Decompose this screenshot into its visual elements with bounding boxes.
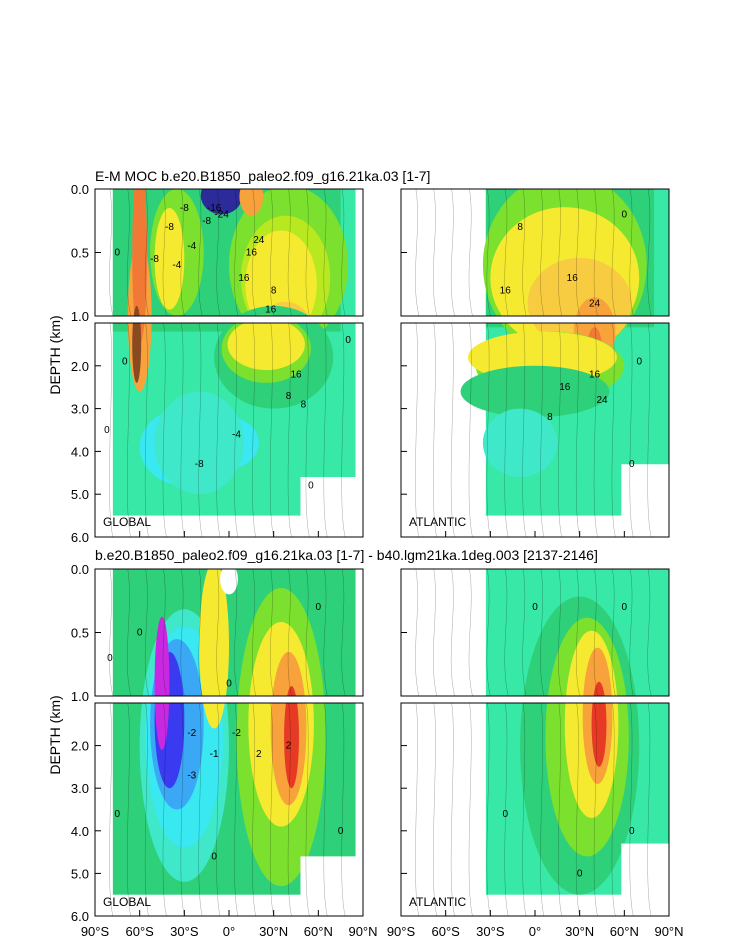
ylabel-top: DEPTH (km) xyxy=(47,315,63,394)
top-left-contour-label-21: 0 xyxy=(104,425,110,436)
bottom-right-contour-label-2: 0 xyxy=(502,809,508,820)
top-left-contour-label-17: -8 xyxy=(195,459,204,470)
bottom-right-contour-label-3: 0 xyxy=(629,826,635,837)
bottom-right-contour-label-1: 0 xyxy=(622,602,628,613)
bottom-left-contour-label-6: -2 xyxy=(232,728,241,739)
bottom-title: b.e20.B1850_paleo2.f09_g16.21ka.03 [1-7]… xyxy=(95,547,598,563)
left-xtick-label-5: 60°N xyxy=(304,924,333,939)
top-left-ytick-label-lower-4: 6.0 xyxy=(71,530,89,545)
top-left-contour-label-16: -4 xyxy=(232,429,241,440)
left-xtick-label-1: 60°S xyxy=(125,924,154,939)
top-left-contour-label-10: 24 xyxy=(253,235,265,246)
top-left-ytick-label-upper-2: 1.0 xyxy=(71,309,89,324)
bottom-right-contour-label-0: 0 xyxy=(532,602,538,613)
top-left-contour-label-19: 0 xyxy=(308,481,314,492)
top-left-contour-label-1: -8 xyxy=(150,254,159,265)
bottom-left-ytick-label-lower-2: 4.0 xyxy=(71,824,89,839)
bottom-left-contour-label-9: 0 xyxy=(115,809,121,820)
top-left-ytick-label-upper-0: 0.0 xyxy=(71,182,89,197)
top-left-contour-label-0: -8 xyxy=(165,222,174,233)
top-left-ytick-label-upper-1: 0.5 xyxy=(71,246,89,261)
bottom-left-contour-label-3: -2 xyxy=(187,728,196,739)
bottom-left-contour-label-12: 0 xyxy=(338,826,344,837)
top-right-contour-label-1: 16 xyxy=(567,273,579,284)
region-label-atlantic-top: ATLANTIC xyxy=(409,515,466,529)
bottom-left-contour-label-11: 0 xyxy=(211,851,217,862)
bottom-right-contour-label-4: 0 xyxy=(577,868,583,879)
top-left-contour-label-18: 0 xyxy=(115,248,121,259)
right-xtick-label-3: 0° xyxy=(529,924,541,939)
top-right-contour-label-10: 0 xyxy=(629,459,635,470)
top-left-field-upper xyxy=(95,189,363,316)
bottom-left-contour-label-7: 2 xyxy=(256,749,262,760)
region-label-global-top: GLOBAL xyxy=(103,515,151,529)
right-xtick-label-0: 90°S xyxy=(387,924,416,939)
region-label-global-bottom: GLOBAL xyxy=(103,895,151,909)
bottom-left-contour-label-4: -3 xyxy=(187,770,196,781)
top-left-contour-label-14: 8 xyxy=(286,391,292,402)
top-right-field-upper xyxy=(401,189,669,316)
top-left-ytick-label-lower-1: 3.0 xyxy=(71,402,89,417)
top-right-contour-label-7: 8 xyxy=(547,412,553,423)
top-right-contour-label-8: 0 xyxy=(622,209,628,220)
top-left-contour-label-5: -16 xyxy=(207,203,222,214)
bottom-left-ytick-label-upper-2: 1.0 xyxy=(71,689,89,704)
top-right-contour-label-6: 16 xyxy=(559,382,571,393)
bottom-left-ytick-label-lower-3: 5.0 xyxy=(71,866,89,881)
bottom-right-field-upper xyxy=(401,569,669,696)
bottom-left-contour-label-8: 2 xyxy=(286,741,292,752)
right-xtick-label-1: 60°S xyxy=(431,924,460,939)
top-left-ytick-label-lower-3: 5.0 xyxy=(71,487,89,502)
top-left-contour-label-3: -4 xyxy=(187,241,196,252)
bottom-left-ytick-label-upper-1: 0.5 xyxy=(71,626,89,641)
top-left-contour-label-7: -8 xyxy=(180,203,189,214)
top-right-contour-label-3: 24 xyxy=(589,298,601,309)
top-left-ytick-label-lower-0: 2.0 xyxy=(71,359,89,374)
top-right-contour-label-0: 8 xyxy=(517,222,523,233)
top-right-field-lower xyxy=(401,323,669,537)
top-right-contour-label-5: 24 xyxy=(596,395,608,406)
bottom-left-contour-label-1: 0 xyxy=(137,628,143,639)
bottom-left-contour-label-0: 0 xyxy=(107,653,113,664)
left-xtick-label-4: 30°N xyxy=(259,924,288,939)
right-xtick-label-4: 30°N xyxy=(565,924,594,939)
left-xtick-label-3: 0° xyxy=(223,924,235,939)
bottom-left-ytick-label-upper-0: 0.0 xyxy=(71,562,89,577)
top-left-contour-label-2: -4 xyxy=(172,260,181,271)
right-xtick-label-2: 30°S xyxy=(476,924,505,939)
left-xtick-label-6: 90°N xyxy=(348,924,377,939)
top-right-contour-label-2: 16 xyxy=(500,286,512,297)
top-left-contour-label-8: 16 xyxy=(238,273,250,284)
left-xtick-label-0: 90°S xyxy=(81,924,110,939)
right-xtick-label-6: 90°N xyxy=(654,924,683,939)
top-left-contour-label-12: 8 xyxy=(271,286,277,297)
ylabel-bottom: DEPTH (km) xyxy=(47,695,63,774)
top-left-contour-label-4: -8 xyxy=(202,216,211,227)
bottom-left-field-lower xyxy=(95,703,363,916)
left-xtick-label-2: 30°S xyxy=(170,924,199,939)
bottom-left-ytick-label-lower-0: 2.0 xyxy=(71,739,89,754)
top-left-contour-label-22: 0 xyxy=(345,335,351,346)
top-right-contour-label-4: 16 xyxy=(589,369,601,380)
top-right-contour-label-9: 0 xyxy=(636,357,642,368)
top-left-ytick-label-lower-2: 4.0 xyxy=(71,444,89,459)
top-left-contour-label-15: 8 xyxy=(301,399,307,410)
bottom-left-contour-label-5: -1 xyxy=(210,749,219,760)
top-left-contour-label-20: 0 xyxy=(122,357,128,368)
region-label-atlantic-bottom: ATLANTIC xyxy=(409,895,466,909)
top-left-contour-label-6: -24 xyxy=(214,209,229,220)
bottom-left-ytick-label-lower-1: 3.0 xyxy=(71,781,89,796)
top-left-contour-label-13: 16 xyxy=(290,369,302,380)
top-left-contour-label-11: 16 xyxy=(265,305,277,316)
bottom-left-contour-label-10: 0 xyxy=(316,602,322,613)
right-xtick-label-5: 60°N xyxy=(610,924,639,939)
bottom-left-field-upper xyxy=(95,569,363,696)
bottom-left-contour-label-2: 0 xyxy=(226,678,232,689)
bottom-right-field-lower xyxy=(401,703,669,916)
bottom-left-ytick-label-lower-4: 6.0 xyxy=(71,909,89,924)
top-title: E-M MOC b.e20.B1850_paleo2.f09_g16.21ka.… xyxy=(95,168,430,184)
top-left-field-lower xyxy=(95,323,363,537)
top-left-contour-label-9: 16 xyxy=(246,248,258,259)
